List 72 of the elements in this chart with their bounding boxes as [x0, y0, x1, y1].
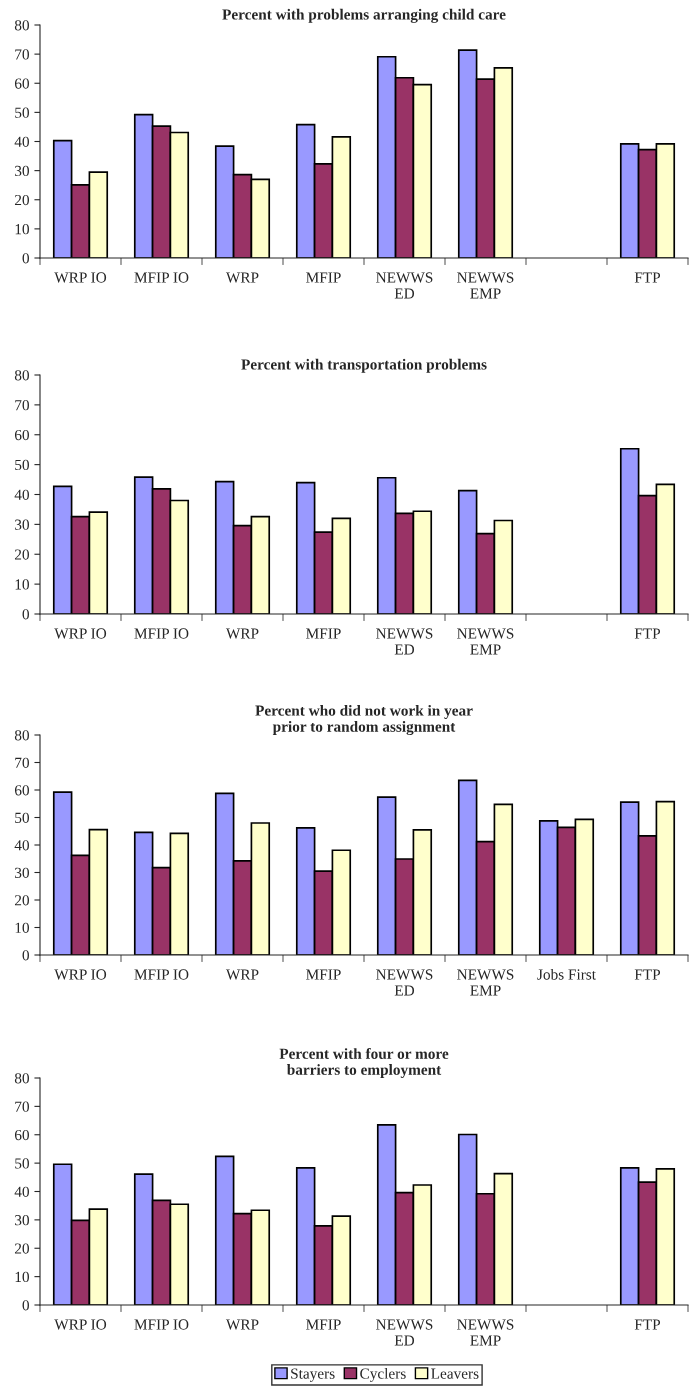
y-tick-label: 70: [15, 400, 29, 411]
y-tick-label: 30: [15, 165, 29, 177]
x-tick-label: WRP: [225, 969, 259, 980]
x-tick-label: MFIP IO: [134, 1319, 189, 1330]
y-tick-label: 70: [15, 1101, 29, 1112]
y-tick-label: 20: [14, 549, 29, 560]
chart-title: Percent with transportation problems: [241, 358, 487, 373]
x-tick-label: WRP IO: [54, 969, 107, 980]
chart-title: Percent who did not work in year prior to random assignment: [255, 705, 473, 735]
x-tick-label: MFIP IO: [134, 969, 189, 980]
legend-label: Cyclers: [360, 1368, 406, 1382]
y-tick-label: 20: [14, 895, 29, 906]
x-tick-label: FTP: [634, 969, 661, 980]
y-tick-label: 0: [22, 1300, 29, 1311]
y-tick-label: 50: [15, 107, 29, 118]
y-tick-label: 10: [15, 922, 29, 933]
y-tick-label: 30: [15, 1215, 29, 1226]
y-tick-label: 30: [15, 867, 29, 878]
y-tick-label: 50: [15, 1158, 29, 1169]
chart-title: Percent with four or more barriers to employment: [279, 1047, 449, 1078]
y-tick-label: 70: [15, 757, 29, 768]
y-tick-label: 40: [14, 840, 29, 851]
y-tick-label: 40: [14, 489, 29, 500]
x-tick-label: NEWWS EMP: [457, 272, 514, 299]
x-tick-label: MFIP: [306, 628, 341, 639]
x-tick-label: NEWWS ED: [376, 969, 433, 996]
y-tick-label: 80: [14, 1073, 29, 1084]
y-tick-label: 20: [14, 194, 29, 206]
x-tick-label: FTP: [634, 272, 661, 283]
y-tick-label: 70: [15, 49, 29, 60]
y-tick-label: 0: [22, 950, 29, 961]
x-tick-label: MFIP IO: [134, 272, 189, 283]
x-tick-label: WRP IO: [54, 1319, 107, 1330]
x-tick-label: WRP: [225, 1319, 259, 1330]
y-tick-label: 30: [15, 519, 29, 530]
y-tick-label: 80: [14, 20, 29, 31]
x-tick-label: NEWWS ED: [376, 272, 433, 299]
x-tick-label: MFIP: [306, 969, 341, 980]
y-tick-label: 50: [15, 812, 29, 823]
x-tick-label: WRP IO: [54, 628, 107, 639]
x-tick-label: NEWWS ED: [376, 1319, 433, 1346]
y-tick-label: 40: [14, 136, 29, 147]
x-tick-label: NEWWS EMP: [457, 1319, 514, 1346]
y-tick-label: 60: [14, 1129, 29, 1141]
legend-label: Leavers: [431, 1368, 479, 1379]
y-tick-label: 10: [15, 224, 29, 235]
y-tick-label: 10: [15, 579, 29, 590]
y-tick-label: 20: [14, 1243, 29, 1254]
legend-label: Stayers: [291, 1368, 335, 1382]
y-tick-label: 80: [14, 730, 29, 741]
x-tick-label: Jobs First: [537, 968, 596, 980]
y-tick-label: 10: [15, 1271, 29, 1283]
y-tick-label: 60: [14, 429, 29, 441]
y-tick-label: 80: [14, 370, 29, 381]
x-tick-label: WRP: [225, 628, 259, 639]
y-tick-label: 60: [14, 78, 29, 89]
x-tick-label: WRP: [225, 272, 259, 283]
x-tick-label: FTP: [634, 628, 661, 639]
x-tick-label: NEWWS EMP: [457, 628, 514, 655]
y-tick-label: 60: [14, 785, 29, 796]
x-tick-label: MFIP: [306, 1319, 341, 1330]
chart-title: Percent with problems arranging child care: [222, 8, 506, 23]
x-tick-label: NEWWS EMP: [457, 969, 514, 996]
y-tick-label: 50: [15, 459, 29, 471]
x-tick-label: FTP: [634, 1319, 661, 1330]
x-tick-label: MFIP: [306, 272, 341, 283]
y-tick-label: 0: [22, 609, 29, 620]
y-tick-label: 40: [14, 1186, 29, 1197]
x-tick-label: WRP IO: [54, 272, 107, 283]
x-tick-label: MFIP IO: [134, 628, 189, 639]
x-tick-label: NEWWS ED: [376, 628, 433, 655]
y-tick-label: 0: [22, 253, 29, 264]
